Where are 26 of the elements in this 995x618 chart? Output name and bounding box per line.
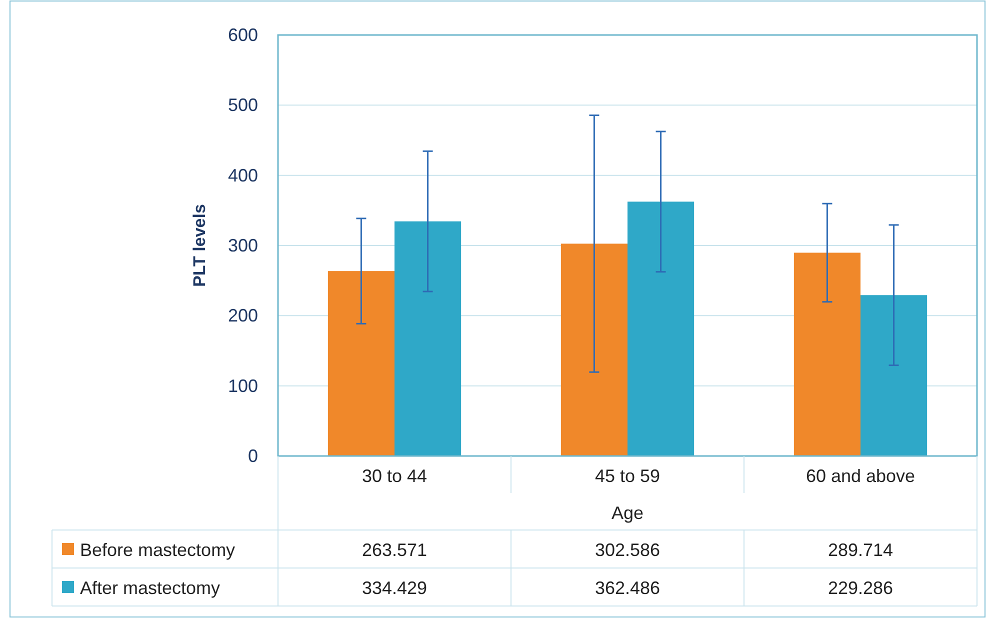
x-tick-label: 30 to 44 bbox=[362, 466, 428, 486]
y-tick-label: 100 bbox=[228, 376, 258, 396]
data-label: 289.714 bbox=[828, 540, 894, 560]
bar bbox=[794, 252, 860, 456]
y-tick-label: 300 bbox=[228, 236, 258, 256]
y-tick-label: 500 bbox=[228, 95, 258, 116]
data-label: 229.286 bbox=[828, 578, 894, 598]
bar bbox=[394, 221, 462, 456]
y-tick-label: 200 bbox=[228, 306, 258, 326]
bar bbox=[560, 244, 628, 456]
data-label: 334.429 bbox=[362, 578, 428, 598]
data-label: 263.571 bbox=[362, 540, 428, 560]
y-axis-title: PLT levels bbox=[190, 204, 209, 287]
legend-entry: Before mastectomy bbox=[62, 540, 236, 560]
x-tick-label: 60 and above bbox=[806, 466, 916, 486]
legend-entry: After mastectomy bbox=[62, 578, 220, 598]
y-tick-label: 600 bbox=[228, 25, 258, 45]
x-tick-label: 45 to 59 bbox=[594, 466, 660, 486]
bar bbox=[328, 271, 394, 456]
y-tick-label: 400 bbox=[228, 165, 258, 186]
data-label: 362.486 bbox=[594, 578, 660, 598]
y-tick-label: 0 bbox=[248, 446, 258, 466]
data-label: 302.586 bbox=[594, 540, 660, 560]
bar bbox=[860, 295, 928, 456]
x-axis-title: Age bbox=[611, 503, 644, 523]
bar bbox=[628, 202, 694, 456]
